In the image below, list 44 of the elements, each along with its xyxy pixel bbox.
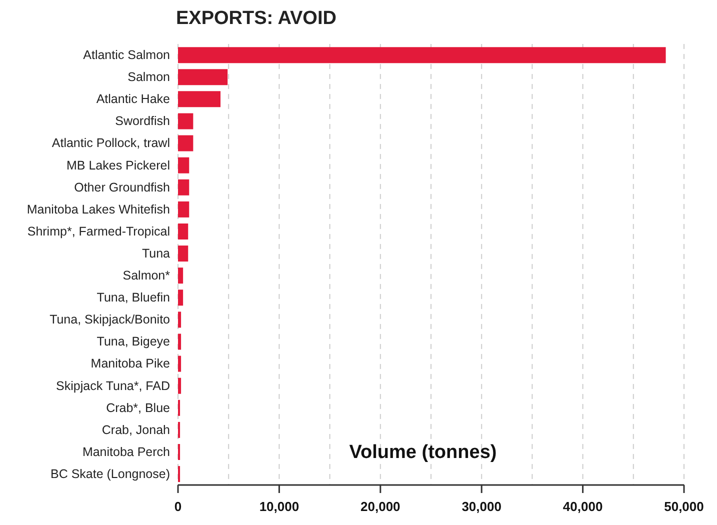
y-tick-label: BC Skate (Longnose) bbox=[50, 466, 170, 481]
x-tick-label: 50,000 bbox=[664, 499, 704, 514]
y-tick-label: Shrimp*, Farmed-Tropical bbox=[27, 224, 170, 238]
bar bbox=[178, 312, 182, 328]
y-tick-label: Skipjack Tuna*, FAD bbox=[56, 378, 170, 393]
y-tick-label: Swordfish bbox=[115, 114, 170, 128]
bar bbox=[178, 157, 190, 174]
y-tick-label: Manitoba Perch bbox=[82, 444, 170, 459]
y-tick-label: Tuna, Skipjack/Bonito bbox=[50, 312, 170, 327]
y-tick-label: MB Lakes Pickerel bbox=[66, 158, 170, 172]
y-tick-label: Crab, Jonah bbox=[102, 422, 170, 437]
y-tick-label: Other Groundfish bbox=[74, 180, 170, 194]
bar bbox=[178, 69, 228, 86]
y-tick-label: Crab*, Blue bbox=[106, 400, 170, 415]
bar bbox=[178, 47, 666, 64]
chart-title: EXPORTS: AVOID bbox=[176, 8, 336, 30]
bar bbox=[178, 268, 184, 284]
x-axis-title: Volume (tonnes) bbox=[348, 442, 498, 464]
y-tick-label: Atlantic Pollock, trawl bbox=[52, 136, 170, 150]
x-tick-label: 20,000 bbox=[360, 499, 400, 514]
y-tick-label: Salmon bbox=[128, 70, 170, 84]
bar bbox=[178, 246, 188, 262]
bar bbox=[178, 135, 194, 152]
bar bbox=[178, 179, 190, 196]
bar bbox=[178, 201, 190, 218]
bar bbox=[178, 290, 184, 306]
y-tick-label: Manitoba Lakes Whitefish bbox=[26, 202, 170, 216]
y-tick-label: Salmon* bbox=[122, 268, 170, 283]
bar bbox=[178, 356, 182, 372]
y-tick-label: Atlantic Salmon bbox=[83, 48, 170, 62]
bar bbox=[178, 113, 194, 130]
y-tick-label: Tuna, Bigeye bbox=[96, 334, 170, 349]
bar bbox=[178, 334, 182, 350]
bar bbox=[178, 223, 188, 240]
x-tick-label: 40,000 bbox=[562, 499, 603, 514]
x-tick-label: 10,000 bbox=[259, 499, 300, 514]
y-tick-label: Manitoba Pike bbox=[90, 356, 170, 371]
bar bbox=[178, 378, 182, 394]
x-tick-label: 30,000 bbox=[462, 499, 502, 514]
bar bbox=[178, 91, 221, 108]
y-tick-label: Atlantic Hake bbox=[96, 92, 170, 106]
x-tick-label: 0 bbox=[174, 499, 182, 514]
y-tick-label: Tuna, Bluefin bbox=[96, 290, 170, 305]
y-tick-label: Tuna bbox=[142, 246, 170, 260]
